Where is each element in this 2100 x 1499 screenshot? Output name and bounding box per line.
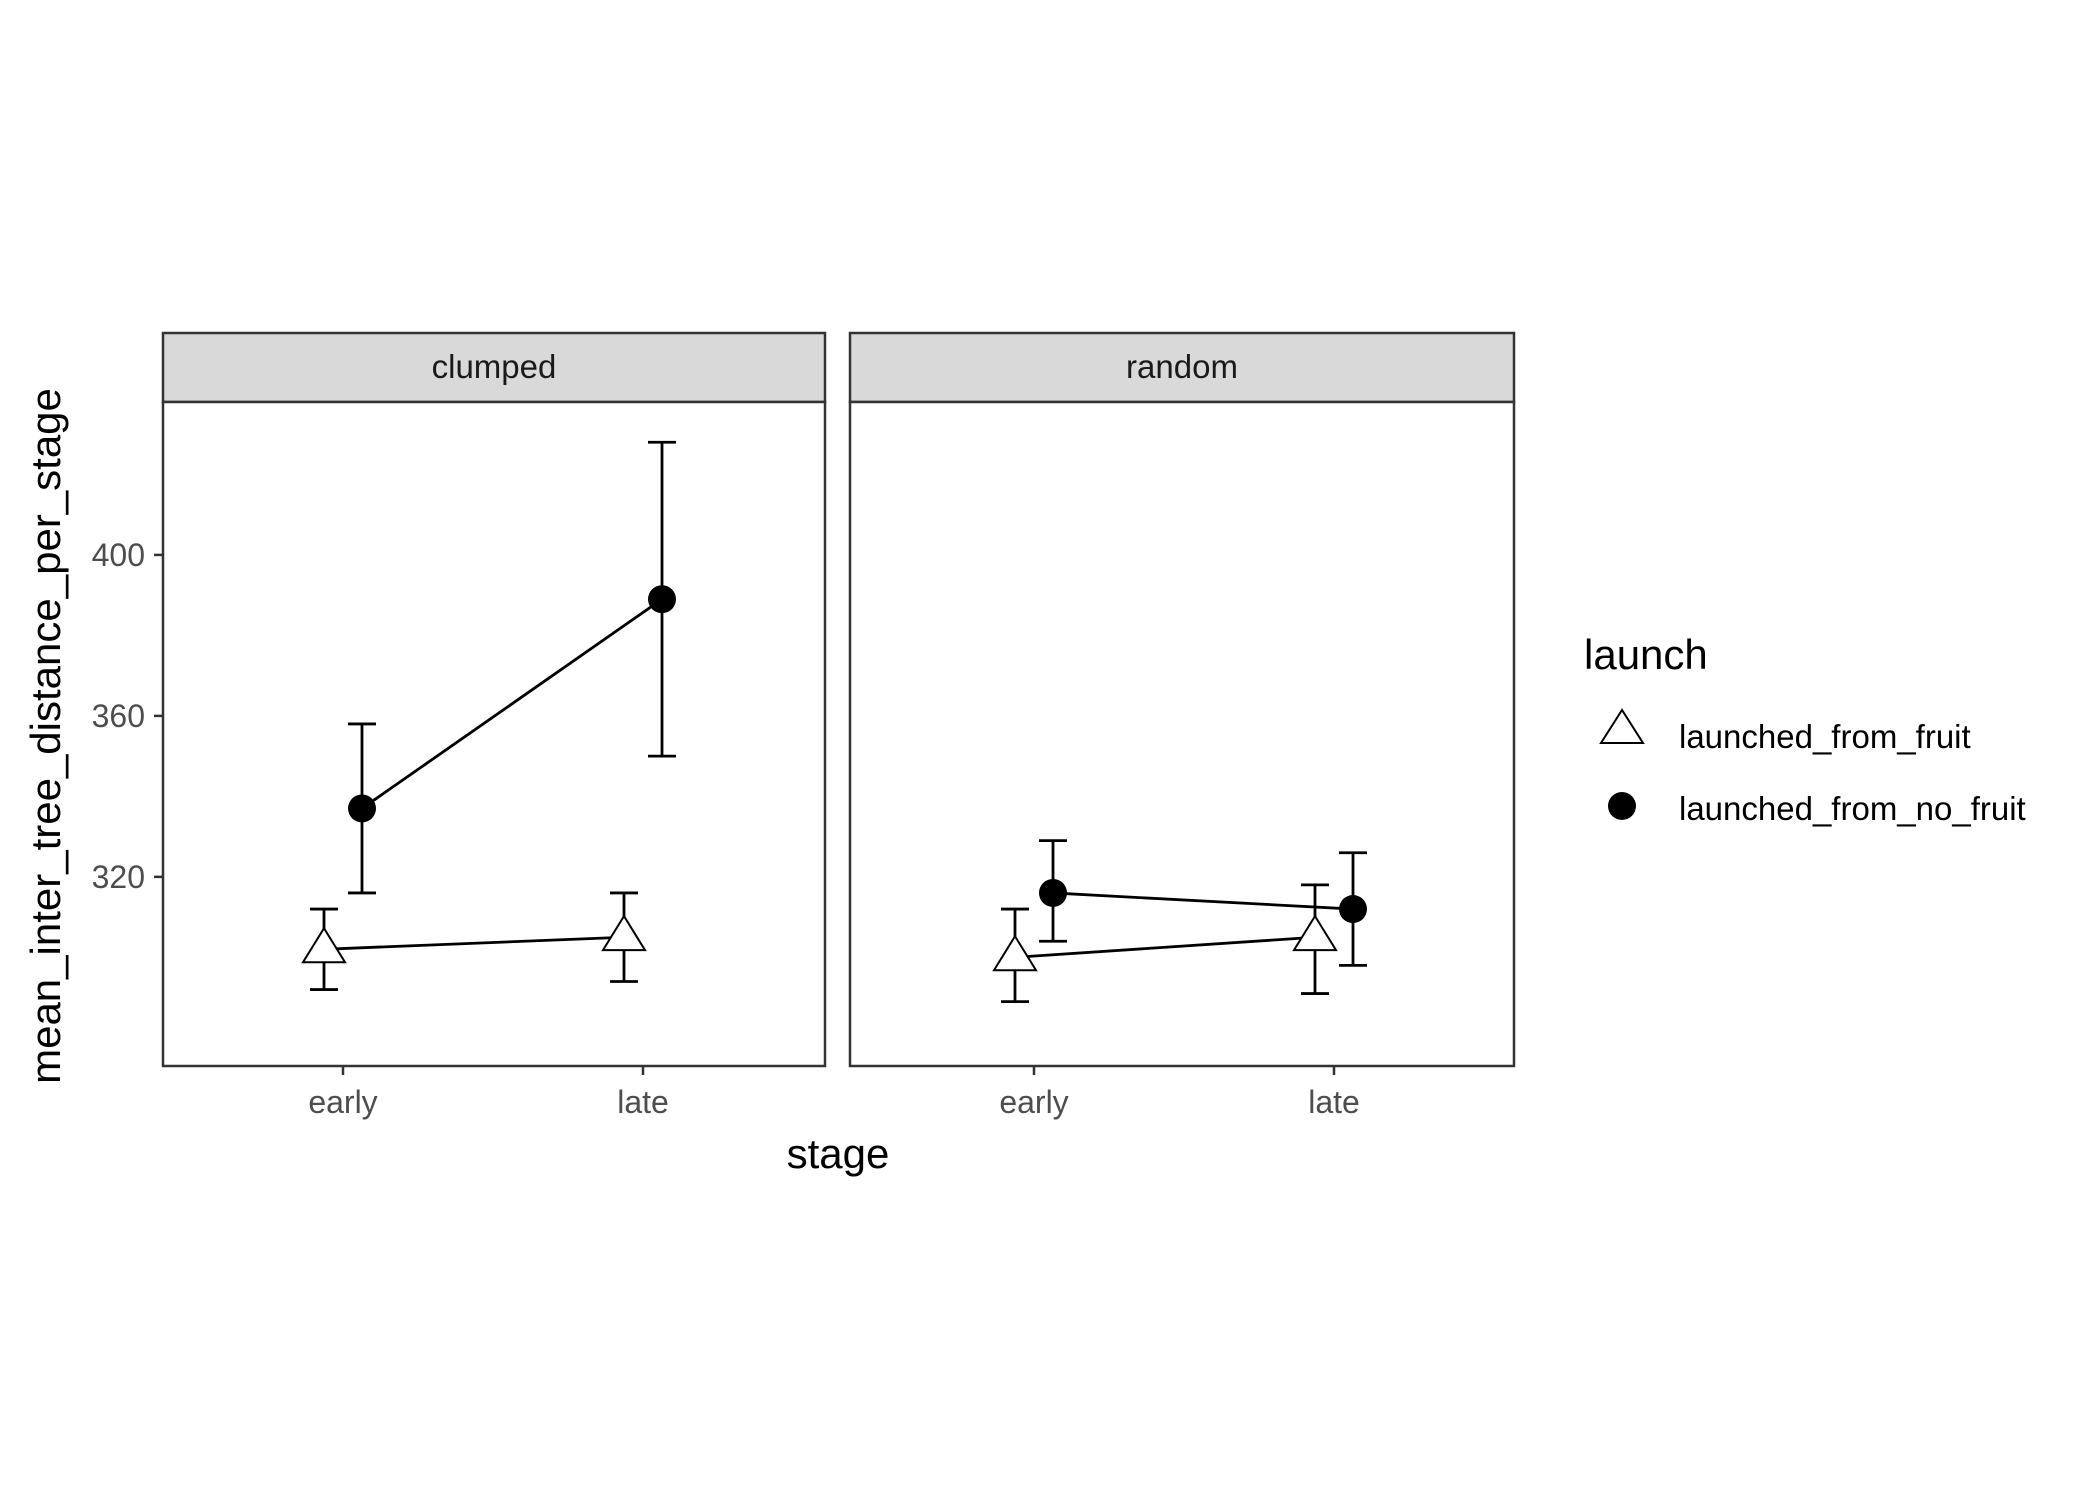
point-triangle <box>601 914 647 952</box>
y-tick-label: 320 <box>92 859 145 895</box>
y-axis-title: mean_inter_tree_distance_per_stage <box>22 388 69 1084</box>
y-tick-label: 360 <box>92 698 145 734</box>
point-triangle <box>1292 914 1338 952</box>
point-circle <box>648 585 676 614</box>
panel-random: random <box>848 331 1516 1068</box>
series-line <box>323 935 625 951</box>
legend: launch launched_from_fruit launched_from… <box>1584 631 2026 827</box>
y-axis: 320 360 400 <box>92 537 163 895</box>
panel-area-random <box>848 400 1516 1068</box>
x-axis: early late early late <box>308 1066 1360 1120</box>
x-axis-title: stage <box>787 1130 890 1177</box>
point-circle <box>348 794 376 823</box>
legend-title: launch <box>1584 631 1708 678</box>
y-tick-label: 400 <box>92 537 145 573</box>
x-tick-label: early <box>308 1084 377 1120</box>
legend-label-fruit: launched_from_fruit <box>1679 718 1971 755</box>
strip-label-clumped: clumped <box>432 348 557 385</box>
legend-label-no-fruit: launched_from_no_fruit <box>1679 790 2026 827</box>
panel-clumped: clumped <box>161 331 827 1068</box>
marks-clumped <box>301 440 676 991</box>
marks-random <box>992 839 1367 1004</box>
x-tick-label: late <box>617 1084 669 1120</box>
point-triangle <box>992 934 1038 972</box>
legend-triangle-icon <box>1599 708 1645 744</box>
x-tick-label: late <box>1308 1084 1360 1120</box>
series-line <box>1014 935 1316 959</box>
series-line <box>1052 891 1354 911</box>
x-tick-label: early <box>999 1084 1068 1120</box>
point-triangle <box>301 926 347 964</box>
legend-circle-icon <box>1608 792 1636 820</box>
panel-area-clumped <box>161 400 827 1068</box>
series-line <box>361 598 663 810</box>
point-circle <box>1339 895 1367 924</box>
strip-random <box>848 331 1516 404</box>
strip-clumped <box>161 331 827 404</box>
point-circle <box>1039 878 1067 907</box>
strip-label-random: random <box>1126 348 1238 385</box>
